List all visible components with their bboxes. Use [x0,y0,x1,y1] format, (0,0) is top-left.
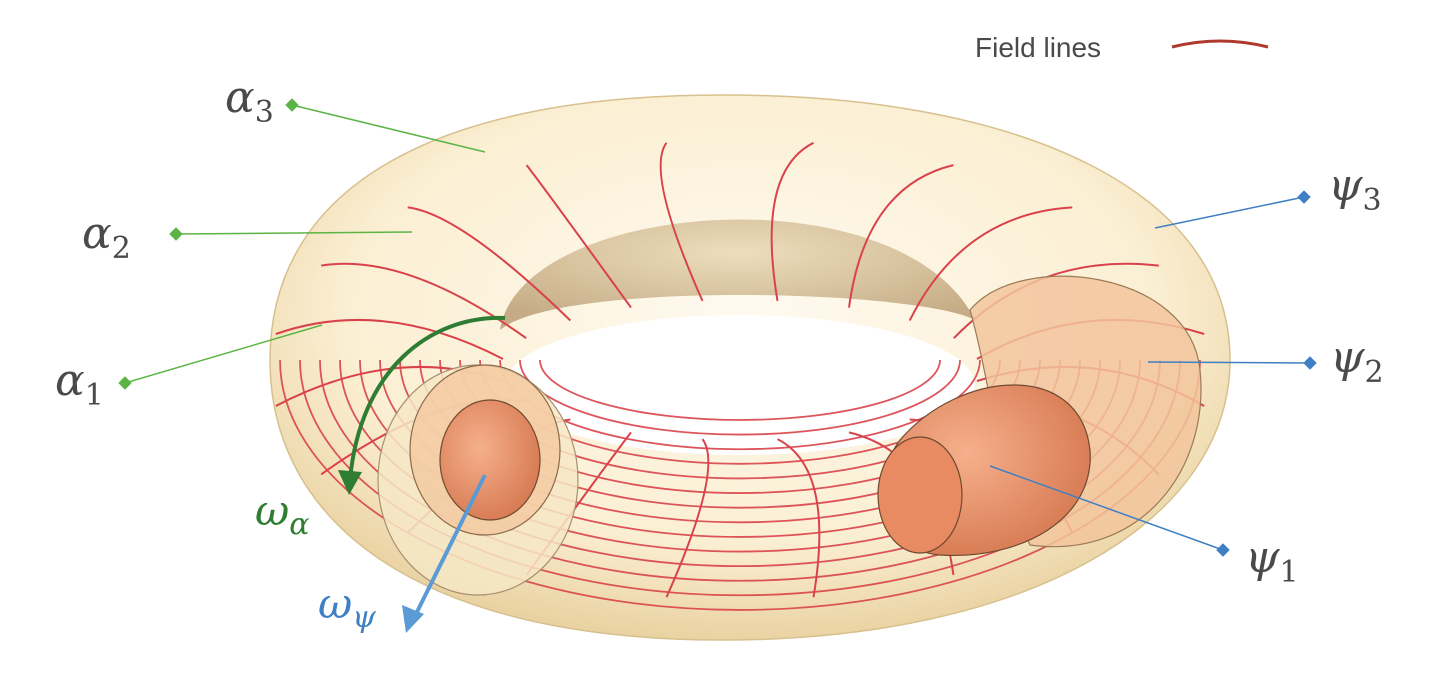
psi3-leader [1154,196,1305,229]
right-section-tube-end [877,436,963,554]
psi1-leader [989,465,1224,551]
field-line [770,141,814,302]
alpha3-label: α3 [225,72,274,130]
omega-alpha-label: ωα [255,486,310,542]
torus-inner-wall [500,219,975,330]
field-line [525,164,632,309]
left-section-inner [439,399,541,521]
alpha-leaders [118,98,486,390]
field-line [848,164,954,308]
psi-leaders [989,190,1317,557]
field-line [659,142,704,302]
labels: α3 α2 α1 ψ3 ψ2 ψ1 ωα ωψ [55,72,1384,635]
legend-label: Field lines [975,32,1101,63]
field-line [539,359,941,421]
omega-alpha-arrow [338,315,506,495]
psi2-leader [1147,361,1311,364]
psi3-label: ψ3 [1328,160,1382,218]
field-line [275,318,504,360]
alpha1-label: α1 [55,355,104,413]
alpha2-leader [175,231,413,235]
legend: Field lines [975,32,1269,63]
omega-psi-label: ωψ [318,579,376,635]
omega-psi-arrow [402,474,487,633]
field-line [407,206,571,322]
alpha2-label: α2 [82,208,131,266]
psi2-label: ψ2 [1330,332,1384,390]
psi1-label: ψ1 [1245,532,1299,590]
alpha3-leader [291,104,486,153]
left-cross-section [377,364,579,596]
field-line [908,206,1073,321]
alpha1-leader [124,324,323,384]
legend-swatch [1171,39,1269,49]
torus-hole [505,315,975,455]
